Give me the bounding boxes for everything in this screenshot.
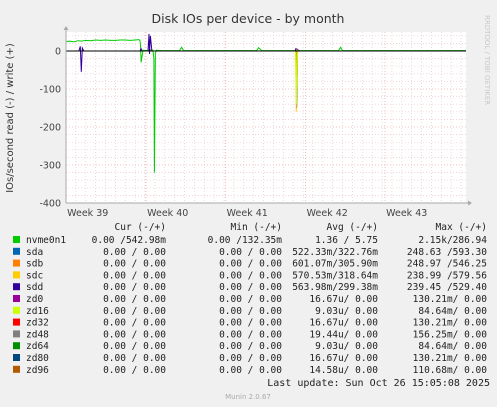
legend-swatch-zd80 — [13, 354, 20, 361]
legend-max-value: 110.68m/ 0.00 — [413, 365, 488, 376]
plot-area — [66, 32, 466, 203]
legend-min-value: 0.00 / 0.00 — [219, 365, 282, 376]
y-tick-label: -100 — [39, 85, 61, 96]
legend-cur-value: 0.00 / 0.00 — [103, 247, 166, 258]
legend-avg-value: 570.53m/318.64m — [292, 270, 378, 281]
legend-max-value: 130.21m/ 0.00 — [413, 294, 488, 305]
legend-avg-value: 9.03u/ 0.00 — [315, 341, 378, 352]
legend-table: Cur (-/+) Min (-/+) Avg (-/+) Max (-/+) nvme… — [13, 222, 487, 376]
x-tick-label: Week 42 — [307, 208, 348, 219]
legend-swatch-zd16 — [13, 306, 20, 314]
legend-name-zd0: zd0 — [26, 294, 43, 305]
y-tick-label: -400 — [39, 199, 61, 210]
legend-swatch-zd96 — [13, 365, 20, 373]
legend-swatch-sdd — [13, 283, 20, 291]
legend-name-zd32: zd32 — [26, 318, 49, 329]
legend-name-sdb: sdb — [26, 259, 43, 270]
legend-min-value: 0.00 / 0.00 — [219, 294, 282, 305]
legend-max-value: 238.99 /579.56 — [407, 270, 487, 281]
legend-avg-value: 522.33m/322.76m — [292, 247, 378, 258]
legend-swatch-nvme0n1 — [13, 236, 20, 243]
legend-max-value: 130.21m/ 0.00 — [413, 353, 488, 364]
legend-swatch-zd32 — [13, 318, 20, 326]
x-tick-label: Week 39 — [67, 208, 108, 219]
legend-header-avg: Avg (-/+) — [327, 222, 378, 233]
rrdtool-side-label: RRDTOOL / TOBI OETIKER — [483, 15, 491, 105]
legend-swatch-zd0 — [13, 295, 20, 302]
legend-swatch-sdc — [13, 271, 20, 279]
legend-name-sdd: sdd — [26, 282, 43, 293]
y-axis-arrow — [63, 26, 69, 30]
legend-max-value: 130.21m/ 0.00 — [413, 318, 488, 329]
legend-min-value: 0.00 / 0.00 — [219, 318, 282, 329]
legend-avg-value: 601.07m/305.90m — [292, 259, 378, 270]
y-tick-label: -200 — [39, 123, 61, 134]
legend-cur-value: 0.00 / 0.00 — [103, 365, 166, 376]
last-update-text: Last update: Sun Oct 26 15:05:08 2025 — [267, 378, 490, 389]
legend-avg-value: 16.67u/ 0.00 — [309, 353, 378, 364]
legend-min-value: 0.00 / 0.00 — [219, 329, 282, 340]
legend-cur-value: 0.00 / 0.00 — [103, 282, 166, 293]
legend-min-value: 0.00 / 0.00 — [219, 259, 282, 270]
legend-cur-value: 0.00 / 0.00 — [103, 329, 166, 340]
legend-avg-value: 9.03u/ 0.00 — [315, 306, 378, 317]
legend-avg-value: 563.98m/299.38m — [292, 282, 378, 293]
y-tick-label: -300 — [39, 161, 61, 172]
legend-cur-value: 0.00 / 0.00 — [103, 259, 166, 270]
y-tick-label: 0 — [55, 47, 61, 58]
legend-max-value: 2.15k/286.94 — [418, 235, 487, 246]
legend-cur-value: 0.00 /542.98m — [92, 235, 167, 246]
legend-cur-value: 0.00 / 0.00 — [103, 318, 166, 329]
legend-name-zd80: zd80 — [26, 353, 49, 364]
legend-cur-value: 0.00 / 0.00 — [103, 294, 166, 305]
legend-name-zd16: zd16 — [26, 306, 49, 317]
legend-name-zd48: zd48 — [26, 329, 49, 340]
legend-avg-value: 1.36 / 5.75 — [315, 235, 378, 246]
legend-max-value: 84.64m/ 0.00 — [418, 306, 487, 317]
legend-swatch-sdb — [13, 259, 20, 267]
legend-swatch-sda — [13, 247, 20, 255]
legend-name-zd96: zd96 — [26, 365, 49, 376]
legend-avg-value: 14.58u/ 0.00 — [309, 365, 378, 376]
munin-version: Munin 2.0.67 — [225, 393, 271, 401]
legend-min-value: 0.00 / 0.00 — [219, 270, 282, 281]
legend-min-value: 0.00 / 0.00 — [219, 341, 282, 352]
x-tick-label: Week 40 — [147, 208, 188, 219]
legend-max-value: 239.45 /529.40 — [407, 282, 487, 293]
legend-min-value: 0.00 / 0.00 — [219, 247, 282, 258]
axes: 0 -100 -200 -300 -400 Week 39 Week 40 Week 41 We… — [39, 26, 472, 219]
legend-header-max: Max (-/+) — [436, 222, 487, 233]
legend-name-sdc: sdc — [26, 270, 43, 281]
legend-cur-value: 0.00 / 0.00 — [103, 306, 166, 317]
legend-cur-value: 0.00 / 0.00 — [103, 341, 166, 352]
legend-max-value: 248.63 /593.30 — [407, 247, 487, 258]
grid — [65, 32, 466, 204]
x-axis-arrow — [468, 200, 472, 206]
legend-swatch-zd64 — [13, 342, 20, 350]
legend-min-value: 0.00 /132.35m — [208, 235, 283, 246]
legend-max-value: 84.64m/ 0.00 — [418, 341, 487, 352]
legend-avg-value: 19.44u/ 0.00 — [309, 329, 378, 340]
series-line-nvme0n1 — [65, 39, 466, 173]
legend-cur-value: 0.00 / 0.00 — [103, 270, 166, 281]
legend-cur-value: 0.00 / 0.00 — [103, 353, 166, 364]
legend-max-value: 248.97 /546.25 — [407, 259, 487, 270]
legend-min-value: 0.00 / 0.00 — [219, 306, 282, 317]
y-axis-label: IOs/second read (-) / write (+) — [5, 43, 16, 193]
legend-name-zd64: zd64 — [26, 341, 49, 352]
legend-avg-value: 16.67u/ 0.00 — [309, 318, 378, 329]
legend-min-value: 0.00 / 0.00 — [219, 282, 282, 293]
x-tick-label: Week 43 — [386, 208, 427, 219]
chart-title: Disk IOs per device - by month — [152, 11, 345, 26]
legend-name-nvme0n1: nvme0n1 — [26, 235, 66, 246]
legend-name-sda: sda — [26, 247, 43, 258]
legend-max-value: 156.25m/ 0.00 — [413, 329, 488, 340]
legend-header-cur: Cur (-/+) — [115, 222, 166, 233]
legend-avg-value: 16.67u/ 0.00 — [309, 294, 378, 305]
legend-header-min: Min (-/+) — [231, 222, 282, 233]
legend-min-value: 0.00 / 0.00 — [219, 353, 282, 364]
x-tick-label: Week 41 — [227, 208, 268, 219]
legend-swatch-zd48 — [13, 330, 20, 338]
